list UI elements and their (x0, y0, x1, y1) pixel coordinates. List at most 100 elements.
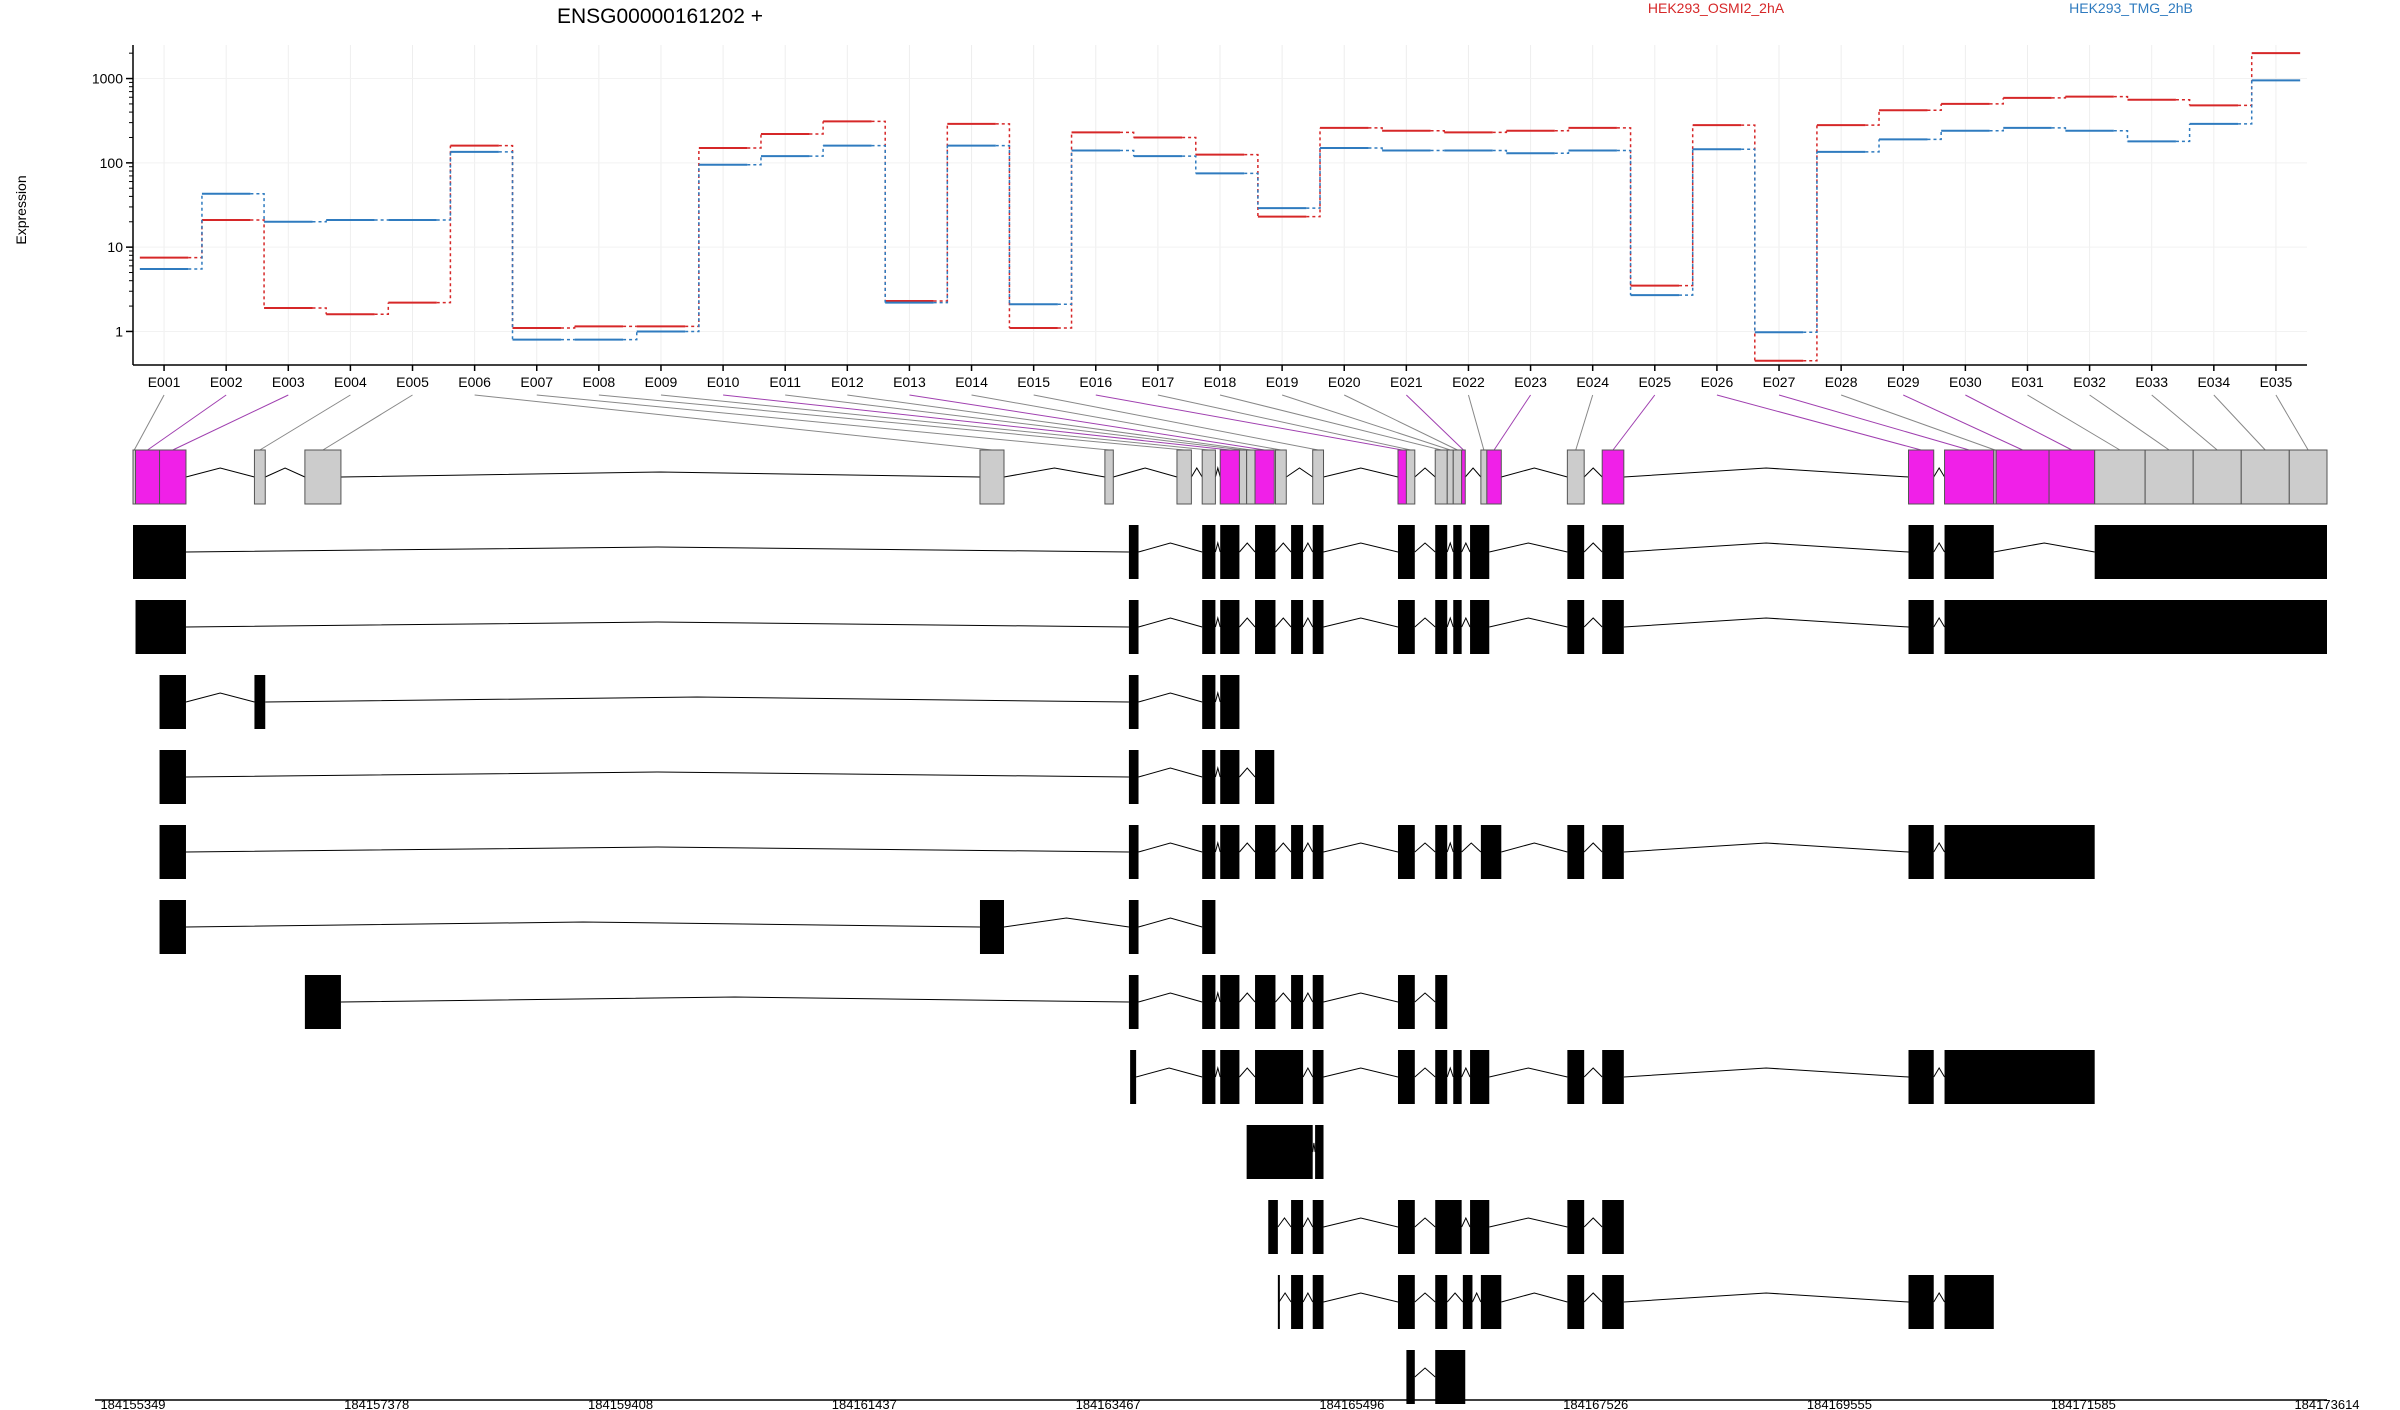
connector-E019 (1281, 394, 1451, 451)
series-2-step (1741, 148, 1756, 333)
series-1-step (1989, 97, 2005, 105)
series-2-step (1927, 130, 1942, 141)
transcript-intron (1446, 616, 1454, 628)
transcript-3-exon-2 (254, 675, 266, 729)
transcript-2-exon-7 (1312, 600, 1324, 654)
transcript-2-exon-2 (1128, 600, 1139, 654)
exon-bin-E006 (979, 449, 1005, 505)
x-tick-label-E026: E026 (1701, 374, 1734, 390)
x-tick-label-E025: E025 (1638, 374, 1671, 390)
connector-E023 (1493, 394, 1531, 451)
transcript-intron (1461, 616, 1471, 628)
x-tick-label-E007: E007 (520, 374, 553, 390)
transcript-6 (159, 900, 1216, 954)
exon-bin-E025 (1601, 449, 1625, 505)
transcript-4-exon-5 (1255, 750, 1275, 804)
series-2-step (995, 144, 1011, 305)
x-axis: E001 E002 E003 E004 E005 E006 E007 E008 E009 E010… (133, 364, 2307, 390)
transcript-5 (159, 825, 2095, 879)
transcript-7-exon-1 (304, 975, 341, 1029)
transcript-intron (1323, 1067, 1399, 1078)
transcript-12 (1406, 1350, 1466, 1404)
x-tick-label-E033: E033 (2135, 374, 2168, 390)
transcript-intron (1623, 617, 1909, 628)
transcript-intron (1623, 1292, 1909, 1303)
transcript-1-exon-1 (133, 525, 186, 579)
series-2-step (747, 156, 762, 166)
gene-intron (185, 467, 255, 478)
transcript-7-exon-6 (1291, 975, 1304, 1029)
series-1-step (933, 123, 949, 302)
transcript-1-exon-12 (1567, 525, 1585, 579)
connector-E031 (2027, 394, 2121, 451)
transcript-intron (1214, 691, 1221, 703)
genome-tick-label-6: 184167526 (1563, 1397, 1628, 1410)
transcript-5-exon-15 (1944, 825, 2095, 879)
transcript-intron (1312, 1142, 1316, 1153)
transcript-8-exon-9 (1470, 1050, 1490, 1104)
transcript-5-exon-13 (1602, 825, 1624, 879)
transcript-10-exon-6 (1470, 1200, 1490, 1254)
gene-intron (1190, 467, 1203, 478)
transcript-7-exon-5 (1255, 975, 1276, 1029)
x-tick-label-E010: E010 (707, 374, 740, 390)
series-2-step (871, 144, 886, 303)
genome-tick-label-1: 184157378 (344, 1397, 409, 1410)
gene-intron (1113, 467, 1178, 478)
transcript-8-exon-1 (1130, 1050, 1137, 1104)
transcript-8-exon-3 (1220, 1050, 1240, 1104)
x-tick-label-E013: E013 (893, 374, 926, 390)
transcript-2-exon-14 (1908, 600, 1934, 654)
x-tick-label-E004: E004 (334, 374, 367, 390)
series-1-step (560, 326, 576, 329)
series-2-step (2238, 80, 2253, 125)
series-1-step (1492, 130, 1508, 134)
genome-tick-label-3: 184161437 (832, 1397, 897, 1410)
transcript-7-exon-7 (1312, 975, 1324, 1029)
transcript-intron (1138, 767, 1203, 778)
genome-tick-label-8: 184171585 (2051, 1397, 2116, 1410)
series-1 (139, 52, 2301, 362)
transcript-intron (1239, 542, 1256, 553)
transcript-1-exon-5 (1255, 525, 1276, 579)
transcript-8-exon-6 (1397, 1050, 1415, 1104)
transcript-10-exon-1 (1268, 1200, 1278, 1254)
transcript-5-exon-10 (1453, 825, 1462, 879)
transcript-intron (1623, 842, 1909, 853)
transcript-4-exon-4 (1220, 750, 1240, 804)
x-tick-label-E034: E034 (2197, 374, 2230, 390)
transcript-7-exon-3 (1202, 975, 1216, 1029)
transcript-10-exon-8 (1602, 1200, 1624, 1254)
exon-bin-E007 (1104, 449, 1114, 505)
transcript-5-exon-8 (1397, 825, 1415, 879)
transcript-2-exon-12 (1567, 600, 1585, 654)
x-tick-label-E028: E028 (1825, 374, 1858, 390)
transcript-8 (1130, 1050, 2095, 1104)
series-1-step (685, 148, 700, 328)
series-2 (139, 79, 2301, 341)
connector-E011 (785, 394, 1244, 451)
transcript-intron (1933, 542, 1945, 553)
transcript-intron (1278, 1292, 1292, 1303)
transcript-1-exon-3 (1202, 525, 1216, 579)
connector-E003 (172, 394, 289, 451)
connector-E035 (2275, 394, 2309, 451)
connector-E030 (1965, 394, 2073, 451)
exon-bin-E017 (1405, 449, 1416, 505)
transcript-5-exon-7 (1312, 825, 1324, 879)
connector-E032 (2089, 394, 2170, 451)
exon-bin-E002 (135, 449, 161, 505)
transcript-8-exon-4 (1255, 1050, 1304, 1104)
transcript-intron (1239, 767, 1256, 778)
transcript-4 (159, 750, 1275, 804)
transcript-2-exon-11 (1470, 600, 1490, 654)
transcript-intron (265, 696, 1129, 703)
transcript-2-exon-1 (135, 600, 186, 654)
series-1-step (2238, 53, 2253, 107)
transcripts (133, 525, 2327, 1404)
x-tick-label-E022: E022 (1452, 374, 1485, 390)
transcript-intron (1583, 842, 1603, 853)
gene-intron (340, 471, 980, 478)
transcript-1-exon-10 (1453, 525, 1462, 579)
transcript-intron (1933, 617, 1945, 628)
